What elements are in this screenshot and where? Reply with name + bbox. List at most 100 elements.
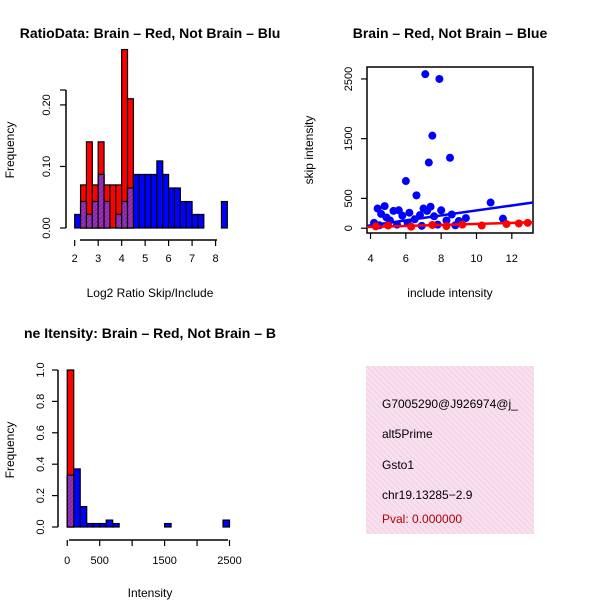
scatter-frame (366, 66, 534, 234)
ratio-bar-overlap (79, 200, 88, 229)
scatter-point-notbrain (446, 153, 454, 162)
scatter-ticks: 4 6 8 10 12 0 500 1500 2500 (343, 67, 518, 265)
intensity-bar-notbrain (86, 522, 94, 528)
ratio-bar-overlap (121, 200, 129, 229)
ratio-x-tick-label: 2 (72, 253, 78, 265)
scatter-x-tick-label: 6 (403, 253, 409, 265)
ratio-y-tick-label: 0.20 (41, 94, 53, 115)
intensity-y-tick-label: 0.8 (35, 394, 47, 409)
ratio-bar-overlap (115, 213, 123, 229)
ratio-bar-overlap (97, 173, 105, 229)
intensity-bar-overlap (66, 474, 75, 528)
scatter-x-tick-label: 10 (470, 253, 482, 265)
ratio-bar-notbrain (132, 173, 140, 229)
scatter-point-notbrain (412, 191, 421, 200)
ratio-bar-notbrain (138, 173, 146, 229)
scatter-fit-line-brain (367, 221, 533, 229)
scatter-point-notbrain (428, 131, 437, 140)
ratio-bar-notbrain (156, 160, 164, 229)
intensity-x-tick-label: 0 (64, 555, 70, 567)
ratio-title: RatioData: Brain – Red, Not Brain – Blu (20, 25, 281, 41)
scatter-point-brain (442, 222, 451, 231)
info-pval: Pval: 0.000000 (382, 512, 462, 526)
ratio-bar-brain (109, 184, 117, 229)
scatter-point-notbrain (401, 177, 410, 186)
ratio-bar-overlap (85, 213, 93, 229)
scatter-x-label: include intensity (407, 286, 492, 300)
ratio-bar-overlap (103, 200, 111, 229)
intensity-y-tick-label: 0.2 (35, 488, 47, 503)
ratio-y-label: Frequency (3, 122, 17, 179)
ratio-bar-notbrain (144, 173, 152, 229)
intensity-bar-notbrain (79, 505, 88, 528)
ratio-x-tick-label: 4 (119, 253, 125, 265)
intensity-y-tick-label: 0.0 (35, 519, 47, 534)
intensity-ticks: 0 500 1500 2500 0.0 0.2 0.4 0.6 0.8 1.0 (35, 362, 242, 567)
intensity-x-tick-label: 500 (91, 555, 109, 567)
ratio-y-tick-label: 0.10 (41, 156, 53, 177)
scatter-point-notbrain (405, 208, 414, 217)
ratio-bar-notbrain (150, 173, 158, 229)
ratio-bar-notbrain (197, 213, 205, 229)
info-gene: Gsto1 (382, 458, 414, 472)
scatter-point-notbrain (442, 216, 451, 225)
ratio-x-tick-label: 6 (166, 253, 172, 265)
scatter-fit-line-notbrain (367, 201, 533, 228)
intensity-y-label: Frequency (3, 422, 17, 479)
ratio-bar-notbrain (74, 213, 82, 229)
scatter-point-notbrain (435, 74, 444, 83)
ratio-bar-overlap (91, 200, 99, 229)
scatter-point-notbrain (380, 202, 389, 211)
scatter-x-tick-label: 8 (438, 253, 444, 265)
info-event-type: alt5Prime (382, 427, 433, 441)
intensity-y-tick-label: 0.6 (35, 425, 47, 440)
intensity-title: ne Itensity: Brain – Red, Not Brain – B (24, 325, 276, 341)
scatter-x-tick-label: 12 (506, 253, 518, 265)
info-event-id: G7005290@J926974@j_ (382, 397, 518, 411)
ratio-y-tick-label: 0.00 (41, 217, 53, 238)
ratio-bar-notbrain (191, 213, 199, 229)
intensity-bar-notbrain (92, 522, 101, 528)
intensity-bar-notbrain (164, 522, 172, 528)
ratio-bar-notbrain (179, 200, 187, 229)
scatter-title: Brain – Red, Not Brain – Blue (353, 25, 548, 41)
intensity-y-tick-label: 1.0 (35, 362, 47, 377)
scatter-panel: Brain – Red, Not Brain – Blue 4 6 8 10 12 0 50… (302, 25, 547, 300)
scatter-y-tick-label: 500 (343, 189, 355, 207)
ratio-bar-notbrain (168, 187, 176, 229)
intensity-y-tick-label: 0.4 (35, 457, 47, 472)
intensity-x-tick-label: 2500 (217, 555, 241, 567)
intensity-bar-notbrain (105, 519, 114, 528)
ratio-bar-notbrain (220, 200, 228, 229)
ratio-x-tick-label: 5 (142, 253, 148, 265)
intensity-bar-notbrain (73, 468, 81, 528)
ratio-bar-overlap (126, 187, 134, 229)
scatter-point-notbrain (486, 198, 495, 207)
info-panel: G7005290@J926974@j_ alt5Prime Gsto1 chr1… (366, 366, 534, 534)
ratio-histogram-panel: RatioData: Brain – Red, Not Brain – Blu … (3, 25, 280, 300)
ratio-bar-notbrain (162, 173, 170, 229)
scatter-point-notbrain (421, 70, 430, 79)
intensity-x-label: Intensity (128, 586, 173, 600)
scatter-x-tick-label: 4 (367, 253, 373, 265)
intensity-x-tick-label: 1500 (152, 555, 176, 567)
scatter-point-notbrain (461, 214, 470, 223)
intensity-histogram-panel: ne Itensity: Brain – Red, Not Brain – B … (3, 325, 276, 600)
scatter-point-notbrain (437, 206, 446, 215)
ratio-bar-notbrain (185, 200, 193, 229)
scatter-point-notbrain (424, 158, 433, 167)
intensity-bar-notbrain (222, 519, 231, 528)
ratio-ticks: 2 3 4 5 6 7 8 0.00 0.10 0.20 (41, 89, 219, 265)
info-background (366, 366, 534, 534)
scatter-point-notbrain (398, 211, 407, 220)
ratio-bars (74, 48, 228, 229)
scatter-y-label: skip intensity (302, 116, 316, 185)
ratio-bar-notbrain (173, 187, 181, 229)
intensity-bars (66, 369, 231, 528)
scatter-points (367, 70, 533, 231)
ratio-x-tick-label: 3 (95, 253, 101, 265)
scatter-point-notbrain (426, 202, 435, 211)
intensity-bar-notbrain (99, 522, 107, 528)
info-location: chr19.13285−2.9 (382, 488, 473, 502)
